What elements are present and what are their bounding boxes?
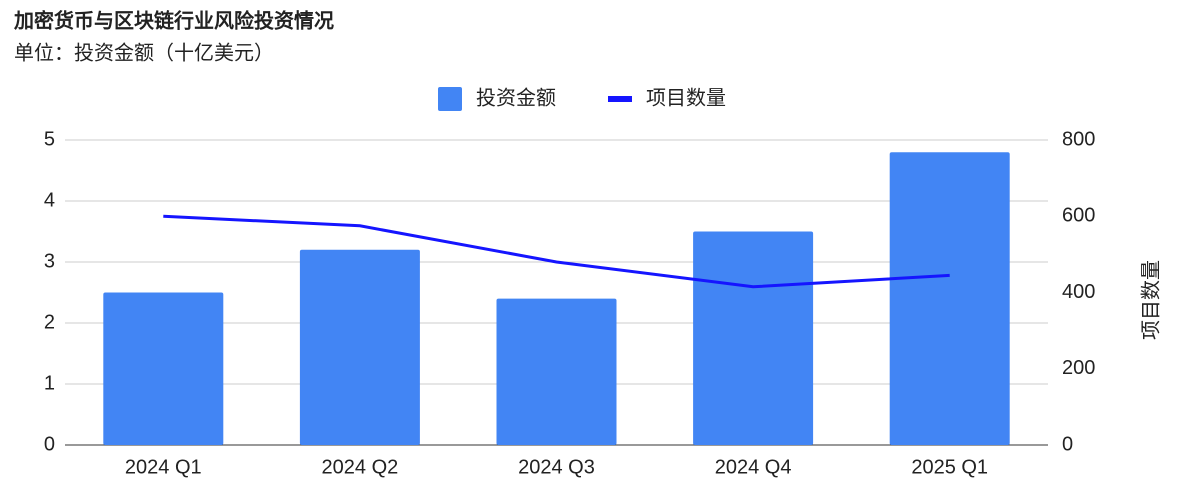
y2-tick-label: 800 — [1062, 128, 1095, 150]
legend-label: 项目数量 — [646, 86, 726, 109]
x-tick-label: 2024 Q4 — [715, 456, 792, 478]
y2-tick-label: 400 — [1062, 281, 1095, 303]
bar — [299, 249, 420, 445]
legend-label: 投资金额 — [476, 86, 556, 109]
y2-tick-label: 200 — [1062, 357, 1095, 379]
y-tick-label: 2 — [44, 311, 55, 333]
y-tick-label: 1 — [44, 372, 55, 394]
line — [163, 214, 950, 289]
y-tick-label: 0 — [44, 433, 55, 455]
legend-swatch — [608, 96, 632, 102]
x-tick-label: 2024 Q1 — [125, 456, 202, 478]
bar — [889, 152, 1010, 445]
x-tick-label: 2025 Q1 — [911, 456, 988, 478]
chart-title: 加密货币与区块链行业风险投资情况 — [13, 8, 334, 32]
y-tick-label: 3 — [44, 250, 55, 272]
y2-tick-label: 600 — [1062, 205, 1095, 227]
y-tick-label: 4 — [44, 189, 55, 211]
y2-tick-label: 0 — [1062, 433, 1073, 455]
bar — [693, 231, 814, 445]
legend-swatch — [438, 87, 462, 111]
x-tick-label: 2024 Q3 — [518, 456, 595, 478]
x-tick-label: 2024 Q2 — [322, 456, 399, 478]
chart-subtitle: 单位：投资金额（十亿美元） — [14, 41, 274, 64]
y2-axis-label: 项目数量 — [1139, 260, 1162, 340]
y-tick-label: 5 — [44, 128, 55, 150]
bar — [103, 292, 224, 445]
bar — [496, 298, 617, 445]
